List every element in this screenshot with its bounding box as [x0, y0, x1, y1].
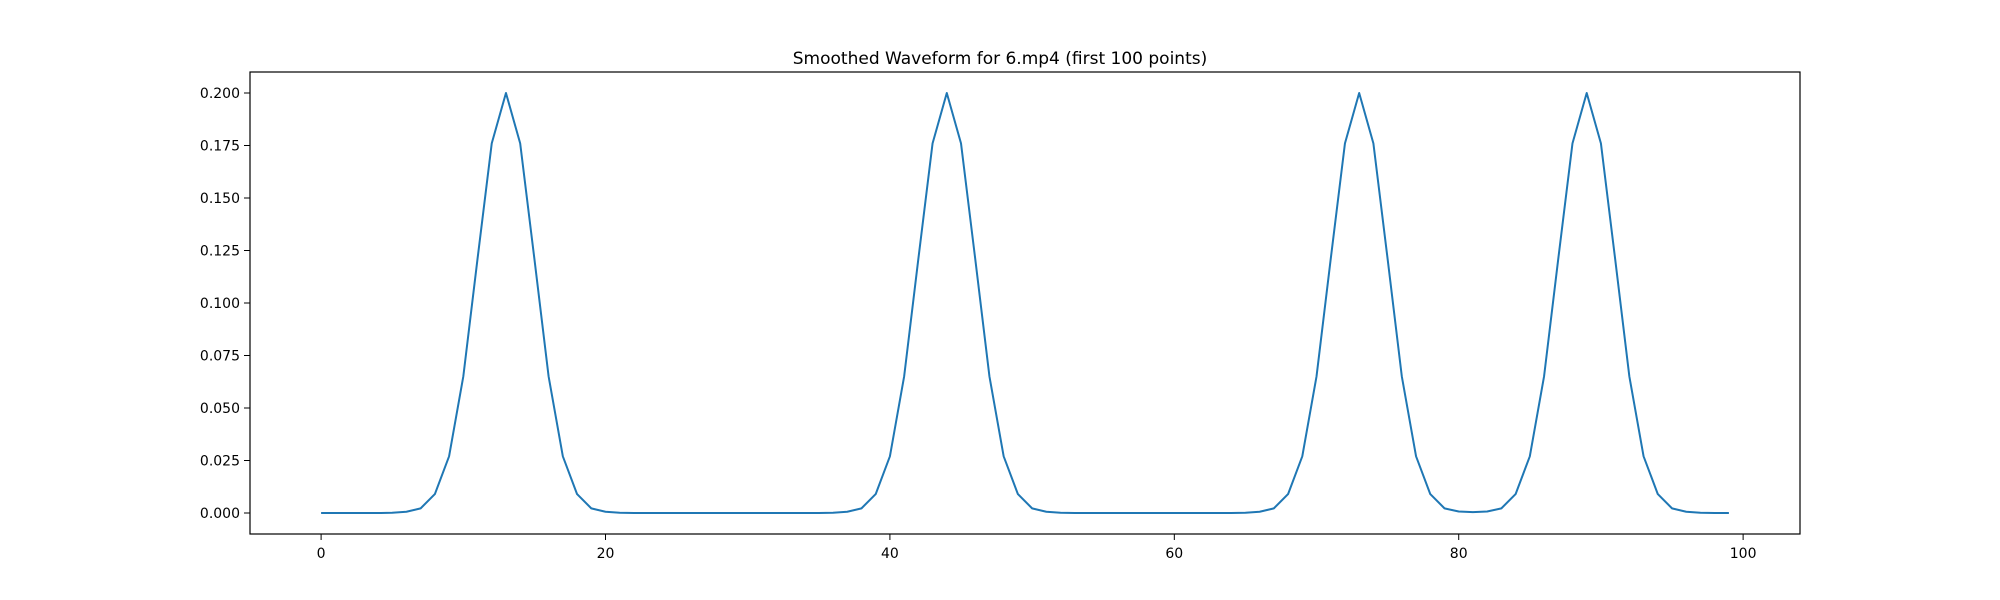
y-tick-label: 0.125: [200, 244, 240, 260]
y-tick-label: 0.075: [200, 349, 240, 365]
y-tick-label: 0.175: [200, 139, 240, 155]
axes-frame: [249, 71, 1801, 535]
x-tick-label: 80: [1450, 546, 1468, 562]
y-tick-label: 0.050: [200, 401, 240, 417]
y-tick-label: 0.100: [200, 296, 240, 312]
chart-title: Smoothed Waveform for 6.mp4 (first 100 p…: [793, 49, 1207, 69]
plot-area: [321, 92, 1729, 514]
x-axis: 0 20 40 60 80 100: [317, 534, 1757, 562]
y-tick-label: 0.025: [200, 454, 240, 470]
y-tick-label: 0.000: [200, 506, 240, 522]
x-tick-label: 100: [1730, 546, 1757, 562]
y-axis: 0.000 0.025 0.050 0.075 0.100 0.125 0.150 0.175…: [200, 86, 250, 522]
series-line-0: [321, 92, 1729, 514]
x-tick-label: 60: [1165, 546, 1183, 562]
x-tick-label: 0: [317, 546, 326, 562]
y-tick-label: 0.150: [200, 191, 240, 207]
y-tick-label: 0.200: [200, 86, 240, 102]
x-tick-label: 20: [597, 546, 615, 562]
x-tick-label: 40: [881, 546, 899, 562]
